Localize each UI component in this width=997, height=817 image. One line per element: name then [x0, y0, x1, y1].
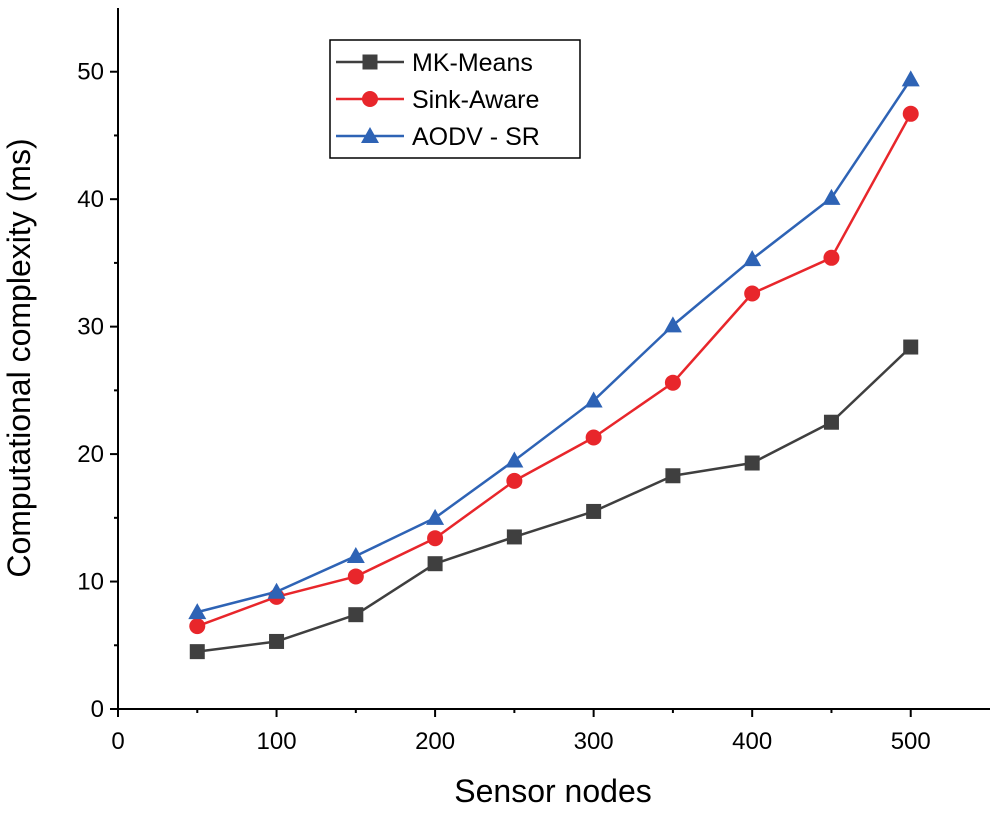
y-tick-label: 40: [77, 186, 104, 213]
data-point-aodv-sr: [267, 582, 286, 599]
y-tick-label: 50: [77, 59, 104, 86]
series-mk-means: [189, 339, 919, 660]
data-point-aodv-sr: [901, 70, 920, 87]
legend: MK-Means Sink-Aware AODV - SR: [329, 39, 581, 159]
data-point-mk-means: [506, 529, 522, 545]
axes: 0 100 200 300 400 500 0 10 20 30 40 50: [77, 8, 990, 755]
series-line-aodv-sr: [196, 78, 912, 614]
data-point-sink-aware: [664, 374, 681, 391]
data-point-aodv-sr: [426, 508, 445, 525]
data-point-sink-aware: [189, 618, 206, 635]
x-tick-label: 0: [111, 728, 124, 755]
legend-marker-sink-aware: [362, 91, 378, 107]
data-point-aodv-sr: [663, 316, 682, 333]
data-point-sink-aware: [744, 285, 761, 302]
data-point-aodv-sr: [505, 451, 524, 468]
x-tick-label: 200: [415, 728, 455, 755]
x-tick-label: 100: [257, 728, 297, 755]
data-point-sink-aware: [902, 105, 919, 122]
series-line-mk-means: [197, 346, 912, 653]
legend-marker-mk-means: [362, 54, 378, 70]
data-point-mk-means: [427, 556, 443, 572]
data-point-mk-means: [586, 503, 602, 519]
y-tick-label: 30: [77, 314, 104, 341]
legend-marker-aodv-sr: [361, 127, 379, 143]
series-layer: [188, 70, 920, 660]
x-tick-label: 500: [891, 728, 931, 755]
data-point-aodv-sr: [188, 603, 207, 620]
x-tick-label: 300: [574, 728, 614, 755]
data-point-aodv-sr: [822, 188, 841, 205]
y-axis-title: Computational complexity (ms): [1, 138, 37, 577]
data-point-aodv-sr: [584, 391, 603, 408]
data-point-sink-aware: [506, 472, 523, 489]
series-sink-aware: [189, 105, 919, 635]
y-tick-label: 20: [77, 441, 104, 468]
data-point-mk-means: [823, 414, 839, 430]
data-point-mk-means: [665, 468, 681, 484]
data-point-aodv-sr: [743, 250, 762, 267]
series-aodv-sr: [188, 70, 920, 620]
data-point-sink-aware: [585, 429, 602, 446]
data-point-mk-means: [348, 607, 364, 623]
data-point-aodv-sr: [346, 547, 365, 564]
data-point-mk-means: [269, 633, 285, 649]
y-tick-label: 0: [91, 696, 104, 723]
series-line-sink-aware: [196, 113, 912, 628]
data-point-sink-aware: [823, 249, 840, 266]
legend-label-sink-aware: Sink-Aware: [412, 86, 539, 114]
legend-label-mk-means: MK-Means: [412, 49, 533, 77]
data-point-mk-means: [744, 455, 760, 471]
x-axis-title: Sensor nodes: [454, 773, 651, 809]
data-point-mk-means: [189, 644, 205, 660]
data-point-sink-aware: [427, 530, 444, 547]
data-point-mk-means: [903, 339, 919, 355]
data-point-sink-aware: [347, 568, 364, 585]
x-tick-label: 400: [732, 728, 772, 755]
legend-label-aodv-sr: AODV - SR: [412, 123, 540, 151]
y-tick-label: 10: [77, 569, 104, 596]
